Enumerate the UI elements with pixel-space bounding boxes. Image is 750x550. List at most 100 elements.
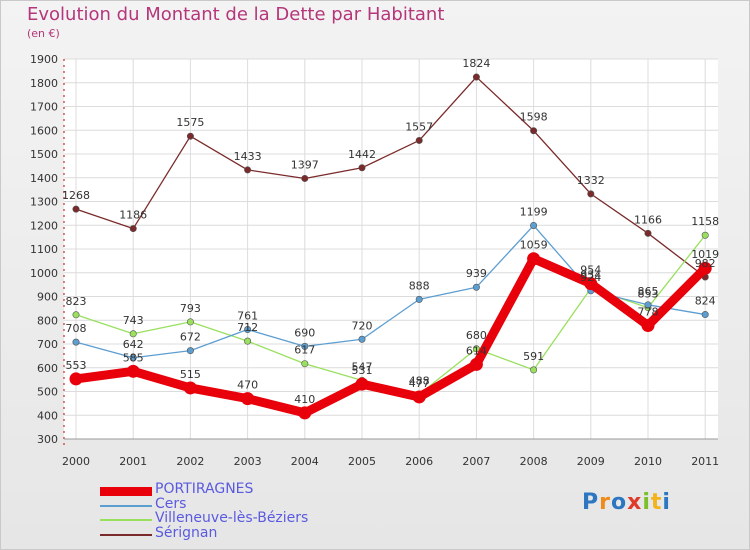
y-tick-label: 1200 [30,219,58,232]
data-point [530,366,538,374]
x-tick-label: 2010 [634,455,662,468]
chart-grid [64,58,718,440]
data-point [355,377,369,391]
data-label: 515 [180,368,201,381]
data-point [472,345,480,353]
data-point [584,277,598,291]
legend-item: PORTIRAGNES [100,481,400,499]
data-label: 793 [180,302,201,315]
logo-letter: t [650,490,663,515]
data-label: 761 [237,310,258,323]
data-point [644,229,652,237]
data-point [641,318,655,332]
logo-letter: r [599,490,611,515]
data-point [698,261,712,275]
data-label: 547 [352,360,373,373]
data-label: 1186 [119,209,147,222]
data-point [469,357,483,371]
legend-item: Cers [100,496,400,514]
data-label: 823 [66,295,87,308]
y-tick-label: 1400 [30,172,58,185]
x-tick-label: 2011 [691,455,719,468]
data-point [701,231,709,239]
data-point [183,381,197,395]
y-tick-label: 900 [37,291,58,304]
x-tick-label: 2003 [234,455,262,468]
legend-label: PORTIRAGNES [155,481,254,497]
data-point [298,406,312,420]
data-label: 1158 [691,215,719,228]
data-point [472,283,480,291]
chart-unit-label: (en €) [27,27,60,40]
data-label: 1397 [291,158,319,171]
data-point [412,390,426,404]
data-label: 531 [352,364,373,377]
data-label: 1575 [176,116,204,129]
logo-letter: i [662,490,671,515]
data-point [244,337,252,345]
y-tick-label: 400 [37,409,58,422]
data-point [186,318,194,326]
data-label: 1166 [634,213,662,226]
logo-letter: P [582,490,600,515]
data-label: 488 [409,374,430,387]
data-label: 982 [695,257,716,270]
x-tick-label: 2008 [520,455,548,468]
data-point [72,205,80,213]
data-label: 585 [123,351,144,364]
data-point [186,132,194,140]
data-label: 743 [123,314,144,327]
data-label: 1332 [577,174,605,187]
y-tick-label: 1000 [30,267,58,280]
data-point [129,330,137,338]
data-point [301,342,309,350]
data-label: 1598 [520,111,548,124]
legend-swatch [100,504,152,507]
data-label: 1059 [520,239,548,252]
data-point [126,364,140,378]
data-point [701,311,709,319]
legend-item: Sérignan [100,525,400,543]
legend-swatch [100,533,152,536]
legend-item: Villeneuve-lès-Béziers [100,510,400,528]
data-point [358,335,366,343]
data-label: 680 [466,329,487,342]
data-label: 410 [294,393,315,406]
data-point [301,360,309,368]
proxiti-logo: Proxiti [582,490,671,515]
data-point [129,225,137,233]
logo-letter: o [610,490,628,515]
data-label: 470 [237,379,258,392]
y-tick-label: 600 [37,362,58,375]
chart-series [69,73,712,420]
data-point [415,295,423,303]
data-label: 939 [466,267,487,280]
data-label: 614 [466,344,487,357]
data-label: 553 [66,359,87,372]
data-point [241,392,255,406]
data-point [69,372,83,386]
y-tick-label: 300 [37,433,58,446]
data-label: 954 [580,264,601,277]
y-tick-label: 1800 [30,77,58,90]
data-point [244,166,252,174]
data-label: 865 [638,285,659,298]
data-label: 1442 [348,148,376,161]
y-tick-label: 1900 [30,53,58,66]
data-point [415,136,423,144]
data-label: 708 [66,322,87,335]
y-tick-label: 700 [37,338,58,351]
data-label: 720 [352,319,373,332]
x-tick-label: 2000 [62,455,90,468]
logo-letter: i [642,490,651,515]
data-label: 642 [123,338,144,351]
chart-axes: 300 400 500 600 700 800 900 1000 1100 1200 1300 140… [30,53,719,468]
data-label: 853 [638,288,659,301]
data-label: 888 [409,279,430,292]
data-label: 672 [180,331,201,344]
legend-swatch [100,519,152,521]
x-tick-label: 2002 [176,455,204,468]
data-label: 778 [638,305,659,318]
data-point [129,354,137,362]
